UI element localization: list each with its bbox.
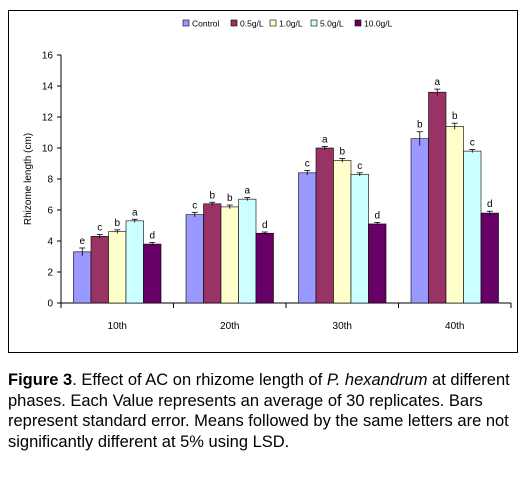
bar [410,138,429,304]
significance-letter: d [262,220,268,231]
significance-letter: d [149,231,155,242]
bar [203,203,222,304]
x-tick-label: 40th [445,321,464,332]
y-tick-label: 8 [47,175,53,186]
legend-label: 5.0g/L [320,19,344,29]
y-tick-label: 2 [47,268,53,279]
bar [108,231,127,304]
y-tick-label: 4 [47,237,53,248]
significance-letter: c [192,200,197,211]
significance-letter: b [339,147,345,158]
legend-swatch [354,19,362,27]
bar [368,223,387,304]
bar [445,126,464,304]
legend-swatch [230,19,238,27]
bar [73,251,92,304]
significance-letter: a [132,207,138,218]
bar [185,214,204,304]
bar [125,220,144,304]
bar [255,232,274,304]
significance-letter: c [357,161,362,172]
y-tick-label: 12 [42,113,54,124]
y-tick-label: 10 [42,144,54,155]
bar [350,174,369,304]
figure-caption: Figure 3. Effect of AC on rhizome length… [8,370,523,452]
caption-text-1: . Effect of AC on rhizome length of [72,371,327,389]
significance-letter: b [209,190,215,201]
legend-swatch [182,19,190,27]
legend-swatch [310,19,318,27]
significance-letter: a [322,134,328,145]
significance-letter: c [97,222,102,233]
y-tick-label: 16 [42,51,54,62]
bar [90,236,109,304]
y-axis-label: Rhizome length (cm) [23,133,34,225]
significance-letter: e [79,236,85,247]
legend-label: Control [192,19,220,29]
legend-swatch [269,19,277,27]
chart-frame: 0 2 4 6 8 10 12 14 16 Rhizome length (cm) e c b a d 10t… [8,10,518,353]
y-tick-label: 0 [47,299,53,310]
caption-species: P. hexandrum [326,371,428,389]
significance-letter: d [374,210,380,221]
x-tick-label: 30th [333,321,352,332]
significance-letter: d [487,199,493,210]
y-tick-label: 6 [47,206,53,217]
bar [333,160,352,304]
significance-letter: c [470,138,475,149]
bar [298,172,317,304]
significance-letter: b [114,218,120,229]
legend-label: 10.0g/L [364,19,393,29]
significance-letter: c [305,158,310,169]
legend-label: 1.0g/L [279,19,303,29]
bar [315,147,334,304]
bar [143,243,162,304]
bar [428,91,447,304]
caption-text-2: at different phases. Each Value represen… [8,371,510,451]
legend-label: 0.5g/L [240,19,264,29]
significance-letter: b [417,120,423,131]
x-tick-label: 20th [220,321,239,332]
significance-letter: a [244,186,250,197]
y-tick-label: 14 [42,82,54,93]
bar [463,150,482,304]
bar [480,212,499,304]
x-tick-label: 10th [108,321,127,332]
significance-letter: b [227,193,233,204]
figure-label: Figure 3 [8,371,73,389]
bar [220,206,239,304]
significance-letter: b [452,111,458,122]
significance-letter: a [434,77,440,88]
bar [238,198,257,304]
